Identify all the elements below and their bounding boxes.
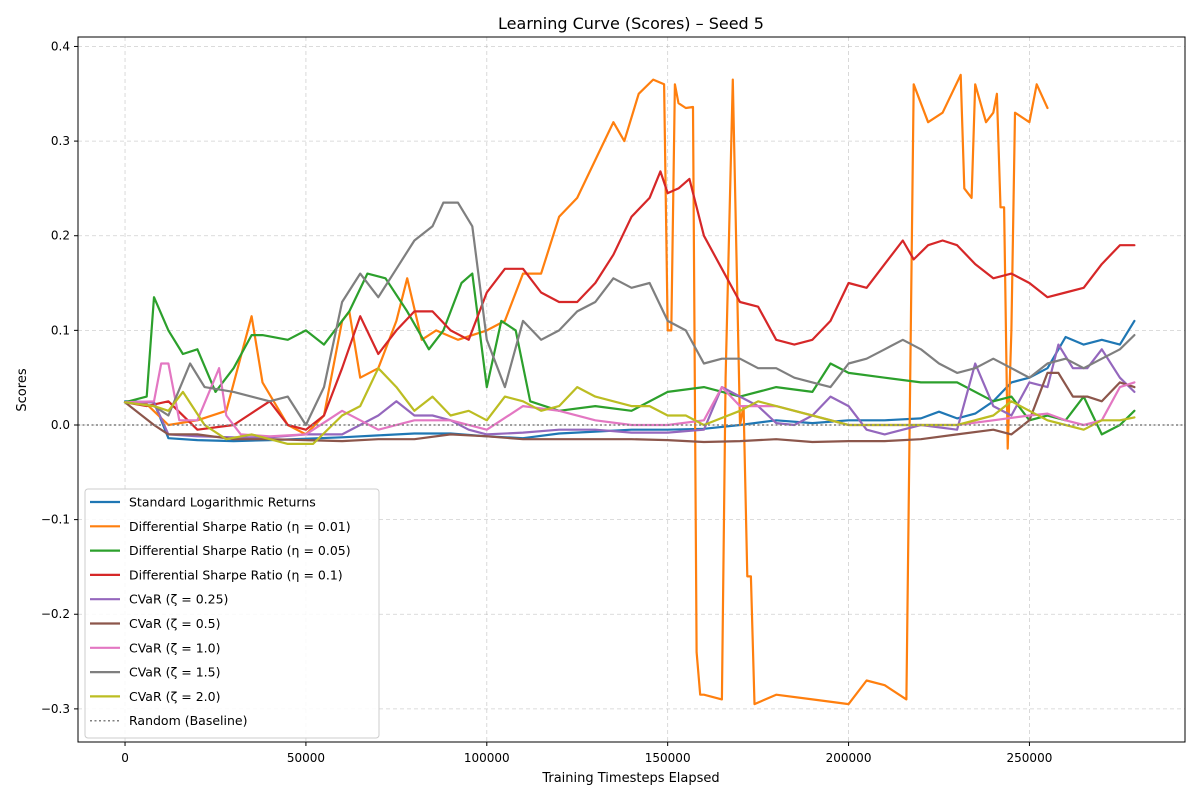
- y-tick-label: 0.2: [51, 229, 70, 243]
- series-line-7: [123, 362, 1136, 438]
- legend-label: CVaR (ζ = 2.0): [129, 689, 220, 704]
- legend-label: Differential Sharpe Ratio (η = 0.01): [129, 519, 351, 534]
- y-tick-label: 0.4: [51, 39, 70, 53]
- axes: 0 50000 100000 150000 200000 250000 −0.3 −0.2 −0…: [41, 39, 1052, 765]
- y-tick-label: 0.1: [51, 323, 70, 337]
- x-tick-label: 100000: [464, 751, 510, 765]
- series-line-5: [123, 343, 1136, 439]
- legend-box: [84, 488, 380, 739]
- x-tick-label: 150000: [645, 751, 691, 765]
- x-tick-label: 0: [121, 751, 129, 765]
- y-tick-label: −0.3: [41, 702, 70, 716]
- series-line-2: [123, 73, 1049, 706]
- chart-title: Learning Curve (Scores) – Seed 5: [498, 14, 764, 33]
- y-tick-label: 0.0: [51, 418, 70, 432]
- x-tick-label: 50000: [287, 751, 325, 765]
- series-line-4: [123, 170, 1136, 431]
- legend-label: CVaR (ζ = 1.5): [129, 665, 220, 680]
- legend-label: Standard Logarithmic Returns: [129, 495, 316, 510]
- y-tick-label: −0.2: [41, 607, 70, 621]
- series-lines: [78, 73, 1185, 706]
- legend-label: Differential Sharpe Ratio (η = 0.05): [129, 543, 351, 558]
- legend: Standard Logarithmic Returns Differential…: [84, 488, 380, 739]
- legend-label: CVaR (ζ = 0.25): [129, 592, 228, 607]
- series-line-9: [123, 367, 1136, 445]
- plot-area-frame: [77, 36, 1186, 743]
- y-tick-label: 0.3: [51, 134, 70, 148]
- y-tick-label: −0.1: [41, 513, 70, 527]
- x-tick-label: 200000: [826, 751, 872, 765]
- legend-label: CVaR (ζ = 0.5): [129, 616, 220, 631]
- legend-label: CVaR (ζ = 1.0): [129, 640, 220, 655]
- series-line-3: [123, 272, 1136, 436]
- x-axis-label: Training Timesteps Elapsed: [541, 771, 719, 786]
- legend-label: Differential Sharpe Ratio (η = 0.1): [129, 567, 343, 582]
- x-tick-label: 250000: [1007, 751, 1053, 765]
- legend-label-baseline: Random (Baseline): [129, 713, 247, 728]
- series-line-8: [123, 201, 1136, 427]
- y-axis-label: Scores: [15, 368, 30, 411]
- series-line-6: [123, 371, 1136, 444]
